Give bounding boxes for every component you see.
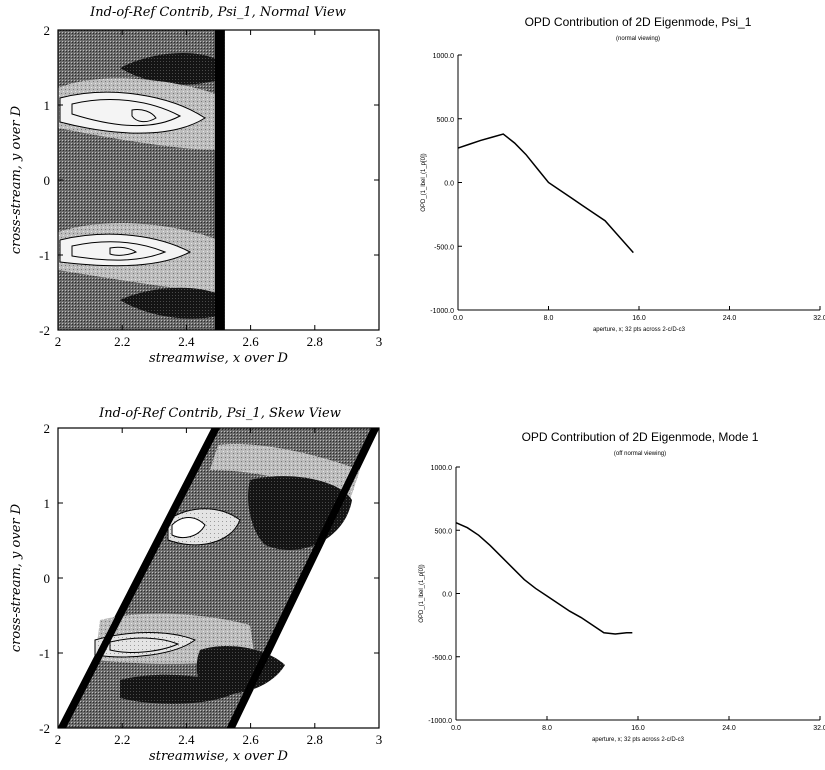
- y-tick-label: -1000.0: [428, 718, 452, 725]
- x-tick-label: 8.0: [544, 315, 554, 322]
- y-tick-label: 2: [44, 421, 51, 436]
- y-tick-label: 500.0: [436, 117, 454, 124]
- y-tick-label: -1: [39, 248, 50, 263]
- contour-blank-region: [224, 30, 379, 330]
- y-tick-label: 1: [44, 496, 51, 511]
- y-axis-ticks: -1000.0 -500.0 0.0 500.0 1000.0: [428, 465, 460, 725]
- y-tick-label: 0: [44, 571, 51, 586]
- chart-title: Ind-of-Ref Contrib, Psi_1, Skew View: [98, 406, 341, 421]
- y-tick-label: -2: [39, 721, 50, 736]
- contour-core-top: [171, 517, 206, 538]
- y-tick-label: -500.0: [432, 655, 452, 662]
- line-panel-off-normal: OPD Contribution of 2D Eigenmode, Mode 1…: [419, 430, 825, 743]
- y-axis-ticks: -1000.0 -500.0 0.0 500.0 1000.0: [430, 53, 462, 315]
- contour-core-bottom: [109, 637, 180, 653]
- x-tick-label: 16.0: [632, 315, 646, 322]
- x-tick-label: 0.0: [453, 315, 463, 322]
- y-tick-label: 0.0: [442, 592, 452, 599]
- chart-subtitle: (off normal viewing): [614, 451, 666, 457]
- chart-title: Ind-of-Ref Contrib, Psi_1, Normal View: [89, 5, 346, 20]
- x-tick-label: 16.0: [631, 725, 645, 732]
- data-line: [455, 521, 633, 635]
- x-tick-label: 8.0: [542, 725, 552, 732]
- y-tick-label: -1000.0: [430, 308, 454, 315]
- y-tick-label: 0: [44, 173, 51, 188]
- y-axis-label: OPD_(1_lbel_(1_p[0]): [421, 153, 427, 211]
- x-axis-label: aperture, x; 32 pts across 2-c/D-c3: [592, 737, 685, 743]
- x-tick-label: 0.0: [451, 725, 461, 732]
- contour-panel-normal: Ind-of-Ref Contrib, Psi_1, Normal View 2…: [9, 5, 382, 366]
- x-axis-ticks: 2 2.2 2.4 2.6 2.8 3: [55, 30, 383, 349]
- x-tick-label: 2.6: [242, 334, 259, 349]
- x-tick-label: 24.0: [723, 315, 737, 322]
- y-tick-label: 1: [44, 98, 51, 113]
- x-axis-label: streamwise, x over D: [149, 749, 288, 764]
- x-tick-label: 24.0: [722, 725, 736, 732]
- contour-field: [58, 30, 379, 330]
- contour-core-top: [71, 99, 182, 127]
- contour-band-dark-top: [120, 53, 218, 85]
- y-axis-ticks: -2 -1 0 1 2: [39, 421, 379, 736]
- data-line: [457, 133, 634, 254]
- contour-band-pale-bottom: [59, 233, 192, 267]
- chart-title: OPD Contribution of 2D Eigenmode, Mode 1: [522, 430, 759, 444]
- y-axis-label: cross-stream, y over D: [9, 105, 24, 254]
- y-axis-label: cross-stream, y over D: [9, 503, 24, 652]
- contour-panel-skew: Ind-of-Ref Contrib, Psi_1, Skew View 2 2.…: [9, 406, 382, 764]
- x-tick-label: 2.4: [178, 334, 195, 349]
- x-tick-label: 2.6: [242, 732, 259, 747]
- contour-field: [58, 428, 379, 728]
- x-tick-label: 2: [55, 732, 62, 747]
- x-axis-label: streamwise, x over D: [149, 351, 288, 366]
- skew-staircase-edge-left: [58, 428, 221, 728]
- x-axis-ticks: 0.0 8.0 16.0 24.0 32.0: [451, 716, 825, 732]
- x-tick-label: 3: [376, 334, 383, 349]
- x-tick-label: 2.2: [114, 732, 130, 747]
- y-tick-label: 1000.0: [431, 465, 453, 472]
- x-tick-label: 2: [55, 334, 62, 349]
- chart-subtitle: (normal viewing): [616, 36, 660, 42]
- x-tick-label: 2.2: [114, 334, 130, 349]
- x-axis-label: aperture, x; 32 pts across 2-c/D-c3: [593, 327, 686, 333]
- x-tick-label: 2.4: [178, 732, 195, 747]
- contour-band-dark-lower: [120, 674, 240, 704]
- contour-field-edge: [214, 30, 225, 330]
- y-tick-label: 500.0: [434, 528, 452, 535]
- y-tick-label: -1: [39, 646, 50, 661]
- x-axis-ticks: 2 2.2 2.4 2.6 2.8 3: [55, 428, 383, 747]
- contour-band-pale-bottom: [94, 632, 197, 658]
- y-tick-label: 0.0: [444, 181, 454, 188]
- x-tick-label: 32.0: [813, 725, 825, 732]
- y-tick-label: 2: [44, 23, 51, 38]
- y-axis-label: OPD_(1_lbel_(1_p[0]): [419, 564, 425, 622]
- x-tick-label: 32.0: [813, 315, 825, 322]
- skew-staircase-edge-right: [226, 428, 379, 728]
- contour-band-dark-bottom: [120, 287, 218, 319]
- y-axis-ticks: -2 -1 0 1 2: [39, 23, 379, 338]
- contour-core-bottom: [71, 241, 167, 261]
- plot-axes: [455, 467, 820, 721]
- y-tick-label: 1000.0: [433, 53, 455, 60]
- plot-axes: [457, 55, 820, 311]
- x-tick-label: 2.8: [307, 732, 323, 747]
- y-tick-label: -2: [39, 323, 50, 338]
- line-panel-normal: OPD Contribution of 2D Eigenmode, Psi_1 …: [421, 15, 825, 333]
- chart-title: OPD Contribution of 2D Eigenmode, Psi_1: [525, 15, 752, 29]
- y-tick-label: -500.0: [434, 244, 454, 251]
- x-axis-ticks: 0.0 8.0 16.0 24.0 32.0: [453, 306, 825, 322]
- x-tick-label: 3: [376, 732, 383, 747]
- x-tick-label: 2.8: [307, 334, 323, 349]
